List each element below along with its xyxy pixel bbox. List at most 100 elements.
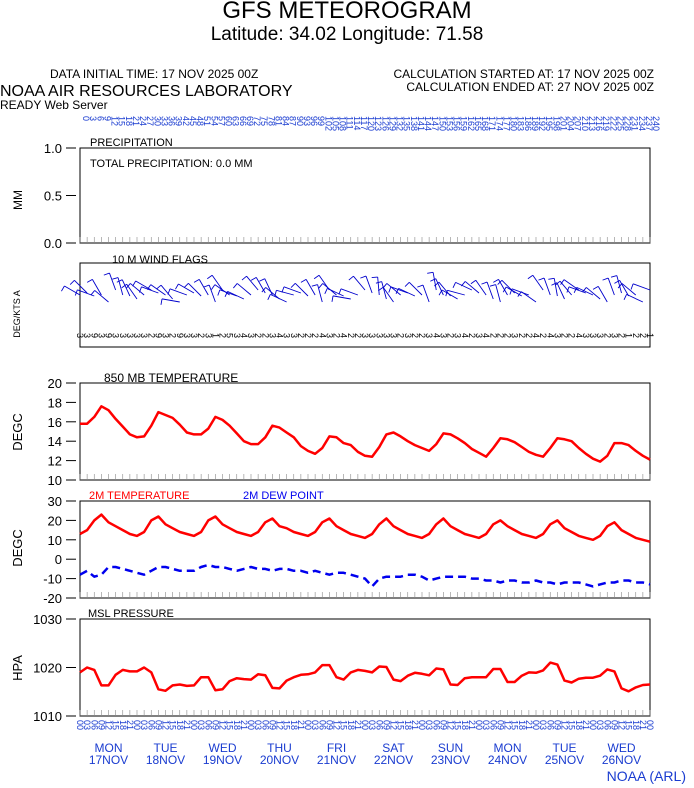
wind-speed-code: 2 (617, 333, 627, 338)
precip-total: TOTAL PRECIPITATION: 0.0 MM (90, 158, 253, 170)
wind-barb-flag (551, 282, 558, 286)
wind-barb (616, 275, 622, 294)
utc-hour-label: 09 (96, 720, 106, 730)
surface-y-tick-label: 30 (48, 494, 62, 509)
wind-speed-code: 3 (367, 333, 377, 338)
wind-speed-code: 2 (446, 333, 456, 338)
forecast-hour-label: 75 (259, 116, 269, 126)
wind-barb-flag (121, 283, 127, 289)
wind-barb-flag (348, 275, 354, 281)
temperature-line (79, 513, 651, 543)
wind-barb-flag (267, 294, 271, 301)
wind-barb (390, 286, 408, 294)
wind-speed-code: 2 (524, 333, 534, 338)
wind-barb-flag (445, 290, 448, 297)
wind-speed-code: 3 (474, 333, 484, 338)
utc-hour-label: 00 (645, 720, 655, 730)
day-of-week-label: TUE (553, 741, 577, 755)
wind-barb (227, 290, 245, 300)
wind-barb-flag (360, 275, 367, 279)
utc-hour-label: 12 (389, 720, 399, 730)
wind-barb-flag (175, 283, 179, 290)
t850-line (80, 405, 651, 463)
pressure-panel (79, 618, 651, 717)
wind-barb-flag (560, 279, 565, 285)
utc-hour-label: 15 (510, 720, 520, 730)
forecast-hour-label: 6 (95, 116, 105, 121)
wind-barb (520, 291, 537, 303)
dewpoint-line (79, 563, 651, 588)
wind-speed-code: 2 (602, 333, 612, 338)
surface-y-tick-label: 10 (48, 533, 62, 548)
wind-speed-code: 9 (104, 333, 114, 338)
forecast-hour-label: 48 (195, 116, 205, 126)
forecast-hour-label: 60 (224, 116, 234, 126)
utc-hour-label: 12 (218, 720, 228, 730)
forecast-hour-label: 3 (88, 116, 98, 121)
wind-barb-flag (300, 279, 307, 283)
forecast-hour-label: 102 (323, 116, 333, 131)
wind-speed-code: 3 (453, 333, 463, 338)
wind-speed-code: 2 (310, 333, 320, 338)
forecast-hour-label: 126 (380, 116, 390, 131)
wind-barb (121, 279, 131, 297)
wind-speed-code: 2 (517, 333, 527, 338)
utc-hour-label: 03 (310, 720, 320, 730)
utc-hour-label: 18 (460, 720, 470, 730)
wind-speed-code: 2 (495, 333, 505, 338)
wind-speed-code: 3 (289, 333, 299, 338)
wind-barb-flag (183, 282, 189, 288)
wind-barb-flag (502, 286, 507, 293)
wind-speed-code: 2 (467, 333, 477, 338)
wind-barb (305, 279, 316, 296)
wind-speed-code: 3 (403, 333, 413, 338)
wind-barb-flag (211, 284, 216, 290)
wind-speed-code: 4 (574, 333, 584, 338)
forecast-hour-label: 108 (338, 116, 348, 131)
wind-speed-code: 2 (346, 333, 356, 338)
wind-barb (160, 284, 173, 300)
forecast-hour-label: 240 (651, 116, 661, 131)
wind-barb (626, 293, 644, 303)
wind-speed-code: 4 (317, 333, 327, 338)
forecast-hour-label: 156 (452, 116, 462, 131)
wind-barb-flag (481, 281, 488, 285)
wind-barb (208, 284, 216, 303)
temp-legend: 2M TEMPERATURE (89, 490, 189, 502)
wind-barb (141, 286, 159, 294)
utc-hour-label: 18 (631, 720, 641, 730)
wind-barb (265, 287, 280, 300)
utc-hour-label: 21 (296, 720, 306, 730)
forecast-hour-label: 33 (159, 116, 169, 126)
utc-hour-label: 03 (196, 720, 206, 730)
wind-barb-flag (610, 275, 617, 278)
utc-hour-label: 00 (246, 720, 256, 730)
utc-hour-label: 09 (438, 720, 448, 730)
wind-barb (632, 283, 651, 291)
forecast-hour-label: 234 (637, 116, 647, 131)
forecast-hour-label: 111 (345, 116, 355, 130)
forecast-hour-label: 84 (281, 116, 291, 126)
wind-barb-flag (90, 290, 96, 296)
day-of-week-label: WED (209, 741, 237, 755)
utc-hour-label: 03 (367, 720, 377, 730)
wind-barb (398, 287, 416, 297)
wind-speed-code: 3 (424, 333, 434, 338)
wind-barb-flag (582, 287, 587, 293)
forecast-hour-label: 30 (152, 116, 162, 126)
wind-barb-flag (617, 283, 623, 289)
day-of-week-label: MON (494, 741, 522, 755)
wind-barb-flag (470, 279, 477, 285)
utc-hour-label: 15 (111, 720, 121, 730)
forecast-hour-label: 9 (102, 116, 112, 121)
forecast-hour-label: 144 (423, 116, 433, 131)
utc-hour-label: 00 (474, 720, 484, 730)
forecast-hour-label: 132 (395, 116, 405, 131)
wind-barb-flag (489, 284, 496, 287)
date-label: 22NOV (374, 753, 413, 767)
wind-barb-flag (311, 284, 318, 287)
utc-hour-label: 15 (396, 720, 406, 730)
wind-speed-code: 2 (168, 333, 178, 338)
wind-barb-flag (527, 274, 534, 280)
date-label: 18NOV (146, 753, 185, 767)
